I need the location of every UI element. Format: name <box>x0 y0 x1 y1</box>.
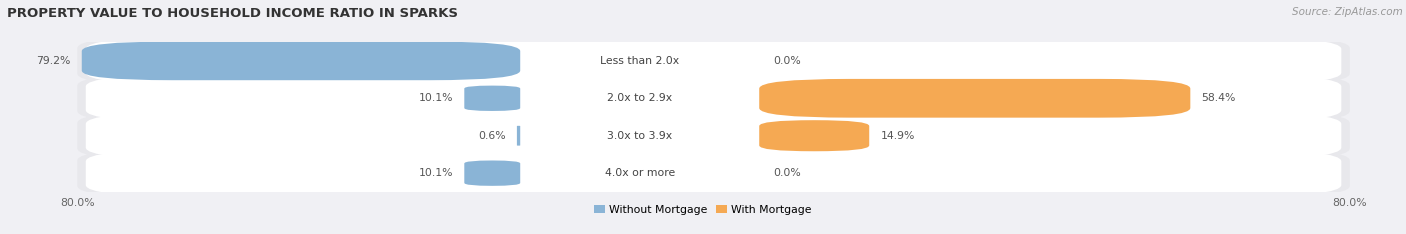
Text: 10.1%: 10.1% <box>419 168 453 178</box>
Text: 80.0%: 80.0% <box>1333 198 1367 208</box>
Text: 0.0%: 0.0% <box>773 56 801 66</box>
FancyBboxPatch shape <box>759 120 869 151</box>
FancyBboxPatch shape <box>86 150 1341 197</box>
Text: 0.6%: 0.6% <box>478 131 506 141</box>
FancyBboxPatch shape <box>86 112 1341 159</box>
Text: 80.0%: 80.0% <box>60 198 94 208</box>
FancyBboxPatch shape <box>464 86 520 111</box>
FancyBboxPatch shape <box>464 161 520 186</box>
FancyBboxPatch shape <box>82 41 520 80</box>
Text: 3.0x to 3.9x: 3.0x to 3.9x <box>607 131 672 141</box>
Text: 14.9%: 14.9% <box>880 131 915 141</box>
Text: Source: ZipAtlas.com: Source: ZipAtlas.com <box>1292 7 1403 17</box>
Text: 79.2%: 79.2% <box>37 56 70 66</box>
FancyBboxPatch shape <box>77 36 1350 86</box>
Text: 2.0x to 2.9x: 2.0x to 2.9x <box>607 93 672 103</box>
Text: 4.0x or more: 4.0x or more <box>605 168 675 178</box>
Text: 0.0%: 0.0% <box>773 168 801 178</box>
FancyBboxPatch shape <box>77 110 1350 161</box>
Text: PROPERTY VALUE TO HOUSEHOLD INCOME RATIO IN SPARKS: PROPERTY VALUE TO HOUSEHOLD INCOME RATIO… <box>7 7 458 20</box>
FancyBboxPatch shape <box>77 73 1350 124</box>
FancyBboxPatch shape <box>77 148 1350 198</box>
Text: 10.1%: 10.1% <box>419 93 453 103</box>
FancyBboxPatch shape <box>759 79 1191 118</box>
FancyBboxPatch shape <box>86 37 1341 84</box>
FancyBboxPatch shape <box>86 75 1341 122</box>
FancyBboxPatch shape <box>517 126 520 146</box>
Legend: Without Mortgage, With Mortgage: Without Mortgage, With Mortgage <box>589 201 817 219</box>
Text: Less than 2.0x: Less than 2.0x <box>600 56 679 66</box>
Text: 58.4%: 58.4% <box>1202 93 1236 103</box>
